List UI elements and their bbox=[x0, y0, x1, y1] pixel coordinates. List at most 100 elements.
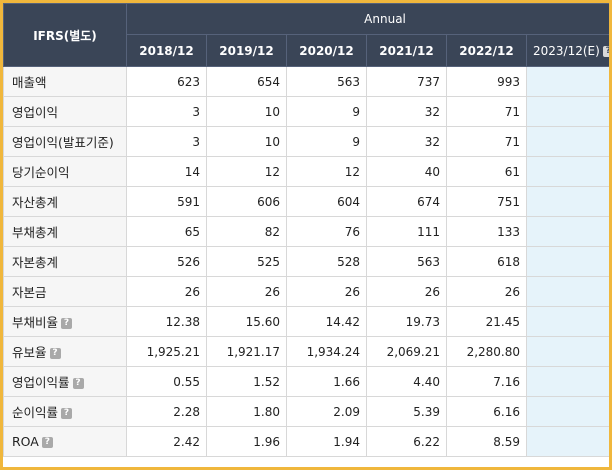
help-icon[interactable]: ? bbox=[49, 348, 61, 359]
value-cell: 737 bbox=[366, 66, 447, 97]
value-cell: 12 bbox=[206, 156, 287, 187]
table-row: 영업이익 3 10 9 32 71 bbox=[3, 96, 609, 127]
year-header: 2020/12 bbox=[286, 34, 367, 67]
table-row: 유보율? 1,925.21 1,921.17 1,934.24 2,069.21 2,28… bbox=[3, 336, 609, 367]
value-cell: 751 bbox=[446, 186, 527, 217]
value-cell: 604 bbox=[286, 186, 367, 217]
estimate-cell bbox=[526, 96, 609, 127]
table-row: 당기순이익 14 12 12 40 61 bbox=[3, 156, 609, 187]
value-cell: 1.80 bbox=[206, 396, 287, 427]
financial-highlight-table: IFRS(별도) Annual 2018/12 2019/12 2020/12 … bbox=[3, 3, 609, 457]
value-cell: 1.94 bbox=[286, 426, 367, 457]
help-icon[interactable]: ? bbox=[61, 318, 73, 329]
table-row: 자본총계 526 525 528 563 618 bbox=[3, 246, 609, 277]
value-cell: 26 bbox=[366, 276, 447, 307]
value-cell: 654 bbox=[206, 66, 287, 97]
value-cell: 9 bbox=[286, 96, 367, 127]
value-cell: 65 bbox=[126, 216, 207, 247]
value-cell: 4.40 bbox=[366, 366, 447, 397]
ifrs-basis-header: IFRS(별도) bbox=[3, 3, 127, 67]
value-cell: 6.22 bbox=[366, 426, 447, 457]
value-cell: 12 bbox=[286, 156, 367, 187]
value-cell: 1,925.21 bbox=[126, 336, 207, 367]
row-label: 영업이익 bbox=[12, 105, 59, 120]
year-header: 2018/12 bbox=[126, 34, 207, 67]
row-label-cell: ROA? bbox=[3, 426, 127, 457]
help-icon[interactable]: ? bbox=[41, 437, 53, 448]
year-header: 2019/12 bbox=[206, 34, 287, 67]
value-cell: 10 bbox=[206, 126, 287, 157]
value-cell: 82 bbox=[206, 216, 287, 247]
row-label: 매출액 bbox=[12, 75, 47, 90]
estimate-cell bbox=[526, 336, 609, 367]
value-cell: 15.60 bbox=[206, 306, 287, 337]
estimate-cell bbox=[526, 366, 609, 397]
value-cell: 19.73 bbox=[366, 306, 447, 337]
value-cell: 3 bbox=[126, 96, 207, 127]
row-label-cell: 자본금 bbox=[3, 276, 127, 307]
value-cell: 1.66 bbox=[286, 366, 367, 397]
row-label: ROA bbox=[12, 434, 39, 449]
table-row: 자산총계 591 606 604 674 751 bbox=[3, 186, 609, 217]
value-cell: 61 bbox=[446, 156, 527, 187]
value-cell: 2.42 bbox=[126, 426, 207, 457]
help-icon[interactable]: ? bbox=[61, 408, 73, 419]
row-label: 순이익률 bbox=[12, 405, 59, 420]
help-icon[interactable]: ? bbox=[602, 45, 609, 57]
value-cell: 10 bbox=[206, 96, 287, 127]
value-cell: 591 bbox=[126, 186, 207, 217]
year-header: 2022/12 bbox=[446, 34, 527, 67]
row-label: 유보율 bbox=[12, 345, 47, 360]
value-cell: 606 bbox=[206, 186, 287, 217]
table-body: 매출액 623 654 563 737 993 영업이익 3 10 9 32 71 영업이익(발표기준)… bbox=[3, 66, 609, 457]
value-cell: 993 bbox=[446, 66, 527, 97]
table-row: ROA? 2.42 1.96 1.94 6.22 8.59 bbox=[3, 426, 609, 457]
value-cell: 26 bbox=[286, 276, 367, 307]
value-cell: 8.59 bbox=[446, 426, 527, 457]
estimate-cell bbox=[526, 306, 609, 337]
row-label-cell: 순이익률? bbox=[3, 396, 127, 427]
year-header: 2021/12 bbox=[366, 34, 447, 67]
value-cell: 14 bbox=[126, 156, 207, 187]
estimate-cell bbox=[526, 396, 609, 427]
value-cell: 133 bbox=[446, 216, 527, 247]
value-cell: 1,921.17 bbox=[206, 336, 287, 367]
row-label-cell: 매출액 bbox=[3, 66, 127, 97]
value-cell: 563 bbox=[286, 66, 367, 97]
value-cell: 14.42 bbox=[286, 306, 367, 337]
value-cell: 26 bbox=[206, 276, 287, 307]
estimate-cell bbox=[526, 66, 609, 97]
value-cell: 40 bbox=[366, 156, 447, 187]
estimate-cell bbox=[526, 156, 609, 187]
value-cell: 1,934.24 bbox=[286, 336, 367, 367]
row-label-cell: 부채총계 bbox=[3, 216, 127, 247]
value-cell: 563 bbox=[366, 246, 447, 277]
table-row: 매출액 623 654 563 737 993 bbox=[3, 66, 609, 97]
help-icon[interactable]: ? bbox=[72, 378, 84, 389]
value-cell: 32 bbox=[366, 126, 447, 157]
value-cell: 32 bbox=[366, 96, 447, 127]
table-row: 영업이익(발표기준) 3 10 9 32 71 bbox=[3, 126, 609, 157]
row-label: 자본금 bbox=[12, 285, 47, 300]
row-label-cell: 영업이익 bbox=[3, 96, 127, 127]
value-cell: 71 bbox=[446, 126, 527, 157]
row-label-cell: 영업이익률? bbox=[3, 366, 127, 397]
value-cell: 71 bbox=[446, 96, 527, 127]
value-cell: 1.52 bbox=[206, 366, 287, 397]
estimate-cell bbox=[526, 246, 609, 277]
value-cell: 528 bbox=[286, 246, 367, 277]
value-cell: 12.38 bbox=[126, 306, 207, 337]
value-cell: 26 bbox=[126, 276, 207, 307]
row-label: 자본총계 bbox=[12, 255, 59, 270]
value-cell: 0.55 bbox=[126, 366, 207, 397]
estimate-cell bbox=[526, 426, 609, 457]
value-cell: 9 bbox=[286, 126, 367, 157]
estimate-year-header: 2023/12(E)? bbox=[526, 34, 609, 67]
row-label-cell: 자본총계 bbox=[3, 246, 127, 277]
estimate-year-label: 2023/12(E) bbox=[533, 43, 600, 58]
row-label: 영업이익률 bbox=[12, 375, 70, 390]
estimate-cell bbox=[526, 126, 609, 157]
estimate-cell bbox=[526, 276, 609, 307]
row-label-cell: 부채비율? bbox=[3, 306, 127, 337]
